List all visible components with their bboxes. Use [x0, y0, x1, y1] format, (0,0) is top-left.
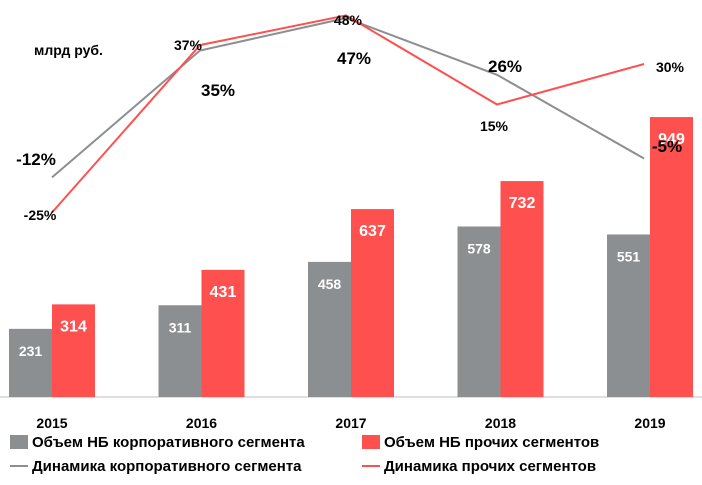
legend-label: Объем НБ прочих сегментов — [384, 433, 600, 451]
bar — [9, 328, 52, 397]
bar — [607, 234, 650, 397]
line-value-label: 30% — [656, 59, 685, 75]
line-value-label: 37% — [174, 37, 203, 53]
legend-swatch-gray-line — [10, 465, 28, 467]
x-tick-label: 2015 — [36, 415, 67, 430]
legend-item-other-volume: Объем НБ прочих сегментов — [362, 434, 599, 451]
series-line — [51, 17, 645, 179]
bar — [52, 304, 95, 397]
legend-swatch-gray-bar — [10, 435, 28, 449]
x-tick-label: 2018 — [485, 415, 516, 430]
x-tick-label: 2016 — [186, 415, 217, 430]
legend-item-corp-dynamics: Динамика корпоративного сегмента — [10, 458, 362, 475]
legend-item-other-dynamics: Динамика прочих сегментов — [362, 458, 596, 475]
legend-item-corp-volume: Объем НБ корпоративного сегмента — [10, 434, 362, 451]
bar-value-label: 551 — [617, 248, 641, 264]
line-value-label: -25% — [24, 207, 57, 223]
line-value-label: 48% — [334, 12, 363, 28]
bar-value-label: 431 — [210, 284, 237, 301]
bar-value-label: 458 — [318, 276, 342, 292]
legend-label: Объем НБ корпоративного сегмента — [32, 433, 305, 451]
line-value-label: 15% — [480, 118, 509, 134]
legend-swatch-red-bar — [362, 435, 380, 449]
bar-value-label: 732 — [509, 195, 536, 212]
x-tick-label: 2019 — [634, 415, 665, 430]
line-value-label: -5% — [652, 137, 682, 156]
line-value-label: 35% — [201, 81, 235, 100]
line-value-label: -12% — [16, 150, 56, 169]
bar-value-label: 637 — [359, 223, 386, 240]
x-tick-label: 2017 — [335, 415, 366, 430]
combo-chart: 2015 2016 2017 2018 2019 231 314 311 431 458 637 5… — [0, 12, 702, 430]
bar — [351, 209, 394, 397]
bar-value-label: 314 — [60, 318, 87, 335]
bar-value-label: 231 — [19, 343, 43, 359]
legend-swatch-red-line — [362, 465, 380, 467]
line-value-label: 47% — [337, 49, 371, 68]
line-value-label: 26% — [488, 57, 522, 76]
bar-value-label: 578 — [467, 240, 491, 256]
unit-label: млрд руб. — [34, 42, 103, 58]
legend-label: Динамика корпоративного сегмента — [32, 457, 302, 475]
bar — [650, 117, 693, 398]
bar — [158, 305, 202, 397]
bar-value-label: 949 — [658, 131, 685, 148]
series-line — [51, 14, 645, 214]
bar — [500, 181, 544, 397]
bar-value-label: 311 — [169, 319, 192, 335]
bar — [308, 261, 351, 397]
legend-label: Динамика прочих сегментов — [384, 457, 597, 475]
bar — [457, 226, 501, 397]
legend: Объем НБ корпоративного сегмента Объем Н… — [10, 430, 700, 478]
bar — [201, 269, 245, 397]
